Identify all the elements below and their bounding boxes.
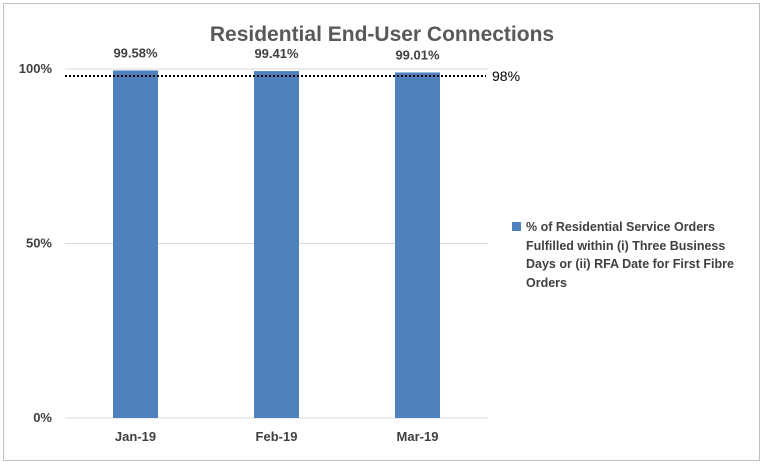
- bars: 99.58% 99.41% 99.01%: [113, 45, 440, 419]
- legend-swatch: [512, 222, 521, 231]
- y-tick-label: 0%: [33, 410, 52, 425]
- chart-title: Residential End-User Connections: [210, 23, 554, 46]
- bar: [254, 71, 299, 419]
- x-tick-label: Feb-19: [256, 429, 298, 444]
- x-tick-label: Jan-19: [115, 429, 156, 444]
- legend: % of Residential Service Orders Fulfille…: [512, 218, 752, 292]
- legend-label: % of Residential Service Orders Fulfille…: [526, 220, 734, 290]
- y-tick-label: 50%: [26, 236, 52, 251]
- data-label: 99.01%: [395, 47, 440, 62]
- bar: [113, 70, 158, 419]
- bar: [395, 72, 440, 418]
- reference-line: 98%: [65, 68, 520, 84]
- y-tick-label: 100%: [19, 61, 53, 76]
- x-tick-label: Mar-19: [397, 429, 439, 444]
- x-axis-ticks: Jan-19 Feb-19 Mar-19: [115, 429, 439, 444]
- data-label: 99.58%: [113, 45, 158, 60]
- y-axis-ticks: 0% 50% 100%: [19, 61, 53, 425]
- data-label: 99.41%: [254, 46, 299, 61]
- reference-line-label: 98%: [492, 68, 520, 84]
